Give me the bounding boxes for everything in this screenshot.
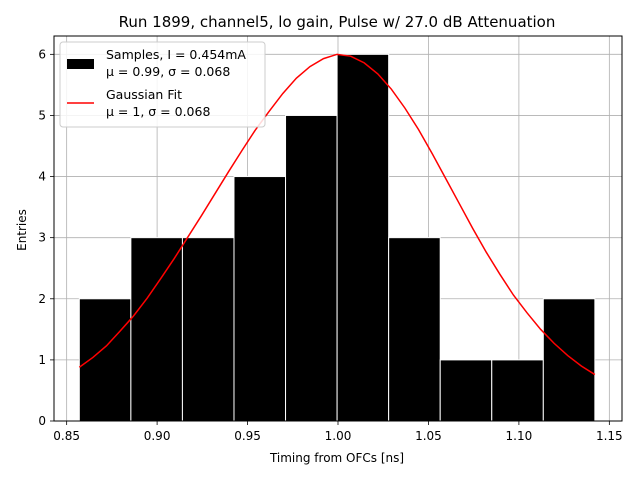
legend: Samples, I = 0.454mA μ = 0.99, σ = 0.068… xyxy=(59,41,266,128)
legend-box xyxy=(59,41,266,128)
x-tick-label: 1.05 xyxy=(415,429,442,443)
y-axis-label: Entries xyxy=(15,209,29,251)
histogram-bar xyxy=(542,298,596,422)
histogram-bar xyxy=(181,237,235,422)
gaussian-fit-line xyxy=(78,53,596,376)
y-axis-ticks: 0 1 2 3 4 5 6 xyxy=(38,47,54,428)
x-tick-label: 1.15 xyxy=(596,429,623,443)
y-tick-label: 5 xyxy=(38,108,46,122)
legend-samples-label: Samples, I = 0.454mA xyxy=(106,47,246,62)
histogram-bar xyxy=(78,298,132,422)
x-axis-ticks: 0.85 0.90 0.95 1.00 1.05 1.10 1.15 xyxy=(53,421,623,443)
histogram-bar xyxy=(491,359,544,422)
histogram-bar xyxy=(130,237,183,422)
histogram-bar xyxy=(388,237,441,422)
x-tick-label: 1.00 xyxy=(325,429,352,443)
x-tick-label: 0.95 xyxy=(234,429,261,443)
y-tick-label: 3 xyxy=(38,231,46,245)
fit-curve xyxy=(78,53,596,376)
x-tick-label: 1.10 xyxy=(506,429,533,443)
histogram-bar xyxy=(285,114,338,422)
y-tick-label: 2 xyxy=(38,292,46,306)
y-tick-label: 6 xyxy=(38,47,46,61)
y-tick-label: 4 xyxy=(38,170,46,184)
y-tick-label: 0 xyxy=(38,414,46,428)
x-axis-label: Timing from OFCs [ns] xyxy=(269,451,404,465)
histogram-bars xyxy=(78,53,596,422)
legend-fit-label: Gaussian Fit xyxy=(106,87,182,102)
x-tick-label: 0.90 xyxy=(144,429,171,443)
legend-fit-stats: μ = 1, σ = 0.068 xyxy=(106,104,210,119)
legend-samples-stats: μ = 0.99, σ = 0.068 xyxy=(106,64,230,79)
chart-title: Run 1899, channel5, lo gain, Pulse w/ 27… xyxy=(119,13,556,31)
y-tick-label: 1 xyxy=(38,353,46,367)
histogram-bar xyxy=(233,176,287,422)
legend-samples-swatch xyxy=(67,59,94,69)
histogram-bar xyxy=(439,359,493,422)
x-tick-label: 0.85 xyxy=(53,429,80,443)
histogram-bar xyxy=(336,53,390,422)
